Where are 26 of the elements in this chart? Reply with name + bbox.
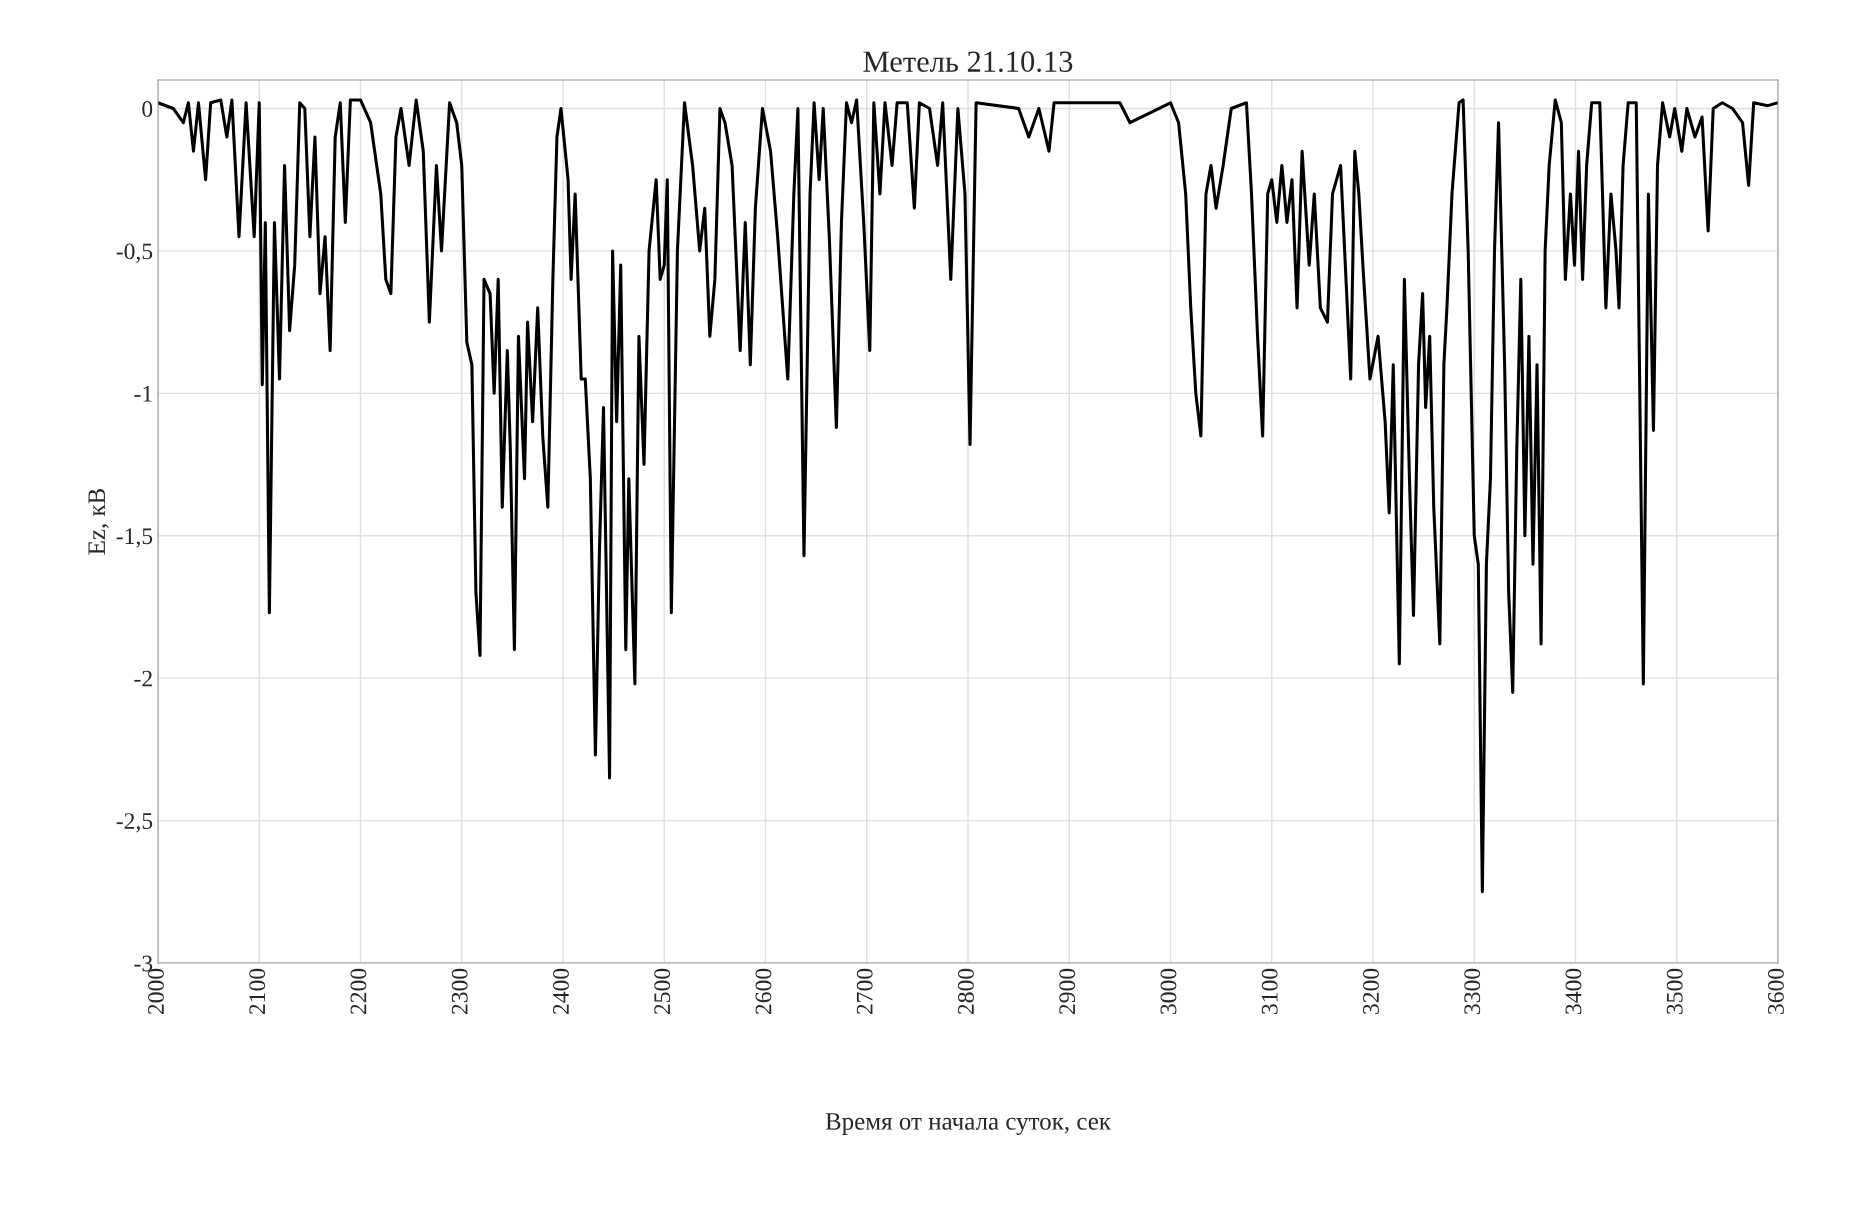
x-tick-label: 2900: [1059, 968, 1076, 1015]
x-tick-label: 3600: [1767, 968, 1784, 1014]
x-tick-label: 3100: [1261, 968, 1278, 1014]
x-tick-label: 2700: [856, 968, 873, 1015]
x-tick-label: 3400: [1565, 968, 1582, 1014]
x-tick-label: 2100: [249, 968, 266, 1015]
y-tick-label: -2: [134, 670, 152, 687]
y-axis-title: Ez, кВ: [88, 488, 109, 555]
x-axis-title: Время от начала суток, сек: [825, 1113, 1112, 1135]
x-tick-label: 3000: [1160, 968, 1177, 1014]
y-tick-label: -1: [134, 385, 152, 402]
x-tick-label: 3300: [1464, 968, 1481, 1014]
line-series: [158, 98, 1778, 894]
x-tick-label: 2600: [755, 968, 772, 1015]
x-tick-label: 2200: [350, 968, 367, 1015]
x-tick-label: 2300: [451, 968, 468, 1015]
chart-title: Метель 21.10.13: [863, 51, 1073, 73]
x-tick-label: 2800: [957, 968, 974, 1015]
x-tick-label: 3200: [1362, 968, 1379, 1014]
x-tick-label: 2400: [552, 968, 569, 1015]
x-tick-label: 2500: [654, 968, 671, 1015]
y-tick-label: -0,5: [116, 243, 153, 263]
x-tick-label: 3500: [1666, 968, 1683, 1014]
y-tick-label: 0: [142, 100, 153, 117]
y-tick-label: -1,5: [116, 528, 153, 548]
y-tick-label: -2,5: [116, 813, 153, 833]
